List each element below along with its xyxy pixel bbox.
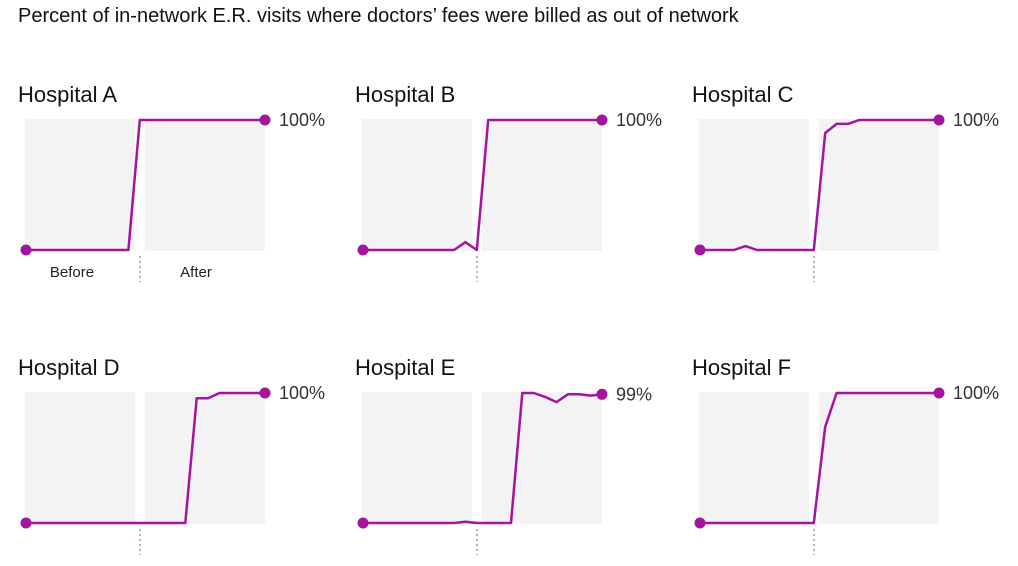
panel-title: Hospital C [692,82,794,107]
series-line [363,391,603,525]
end-value-label: 99% [616,384,652,404]
panel-plot: 100% [694,383,999,555]
series-line [26,118,265,252]
after-period-shade [482,119,602,251]
end-value-label: 100% [616,110,662,130]
end-value-label: 100% [279,110,325,130]
end-value-label: 100% [953,383,999,403]
panel-plot: 100% [357,110,662,282]
end-point [933,387,945,399]
before-period-shade [25,119,135,251]
end-point [259,387,271,399]
start-point [20,517,32,529]
end-point [596,388,608,400]
after-period-shade [145,119,265,251]
end-point [596,114,608,126]
panel-hospital-f: Hospital F 100% [692,355,1018,555]
end-point [933,114,945,126]
panel-plot: 100% Before After [20,110,325,282]
after-label: After [180,264,212,281]
start-point [694,517,706,529]
start-point [20,244,32,256]
end-point [259,114,271,126]
start-point [357,244,369,256]
before-period-shade [25,392,135,524]
end-value-label: 100% [953,110,999,130]
before-period-shade [699,119,809,251]
panel-title: Hospital E [355,355,456,380]
series-line [700,391,939,525]
panel-title: Hospital D [18,355,120,380]
panel-plot: 99% [357,384,652,555]
panel-plot: 100% [694,110,999,282]
panel-hospital-c: Hospital C 100% [692,82,1018,282]
series-line [363,118,602,252]
after-period-shade [819,119,939,251]
series-line [700,118,939,252]
start-point [357,517,369,529]
panel-title: Hospital B [355,82,456,107]
before-period-shade [362,392,472,524]
start-point [694,244,706,256]
panel-hospital-d: Hospital D 100% [18,355,348,555]
before-label: Before [50,264,94,281]
panel-title: Hospital A [18,82,118,107]
before-period-shade [699,392,809,524]
panel-title: Hospital F [692,355,792,380]
panel-plot: 100% [20,383,325,555]
before-period-shade [362,119,472,251]
end-value-label: 100% [279,383,325,403]
after-period-shade [482,392,602,524]
after-period-shade [145,392,265,524]
panel-hospital-a: Hospital A 100% Before After [18,82,348,282]
after-period-shade [819,392,939,524]
series-line [26,391,265,525]
panel-hospital-b: Hospital B 100% [355,82,685,282]
chart-title: Percent of in-network E.R. visits where … [18,5,739,27]
panel-hospital-e: Hospital E 99% [355,355,685,555]
